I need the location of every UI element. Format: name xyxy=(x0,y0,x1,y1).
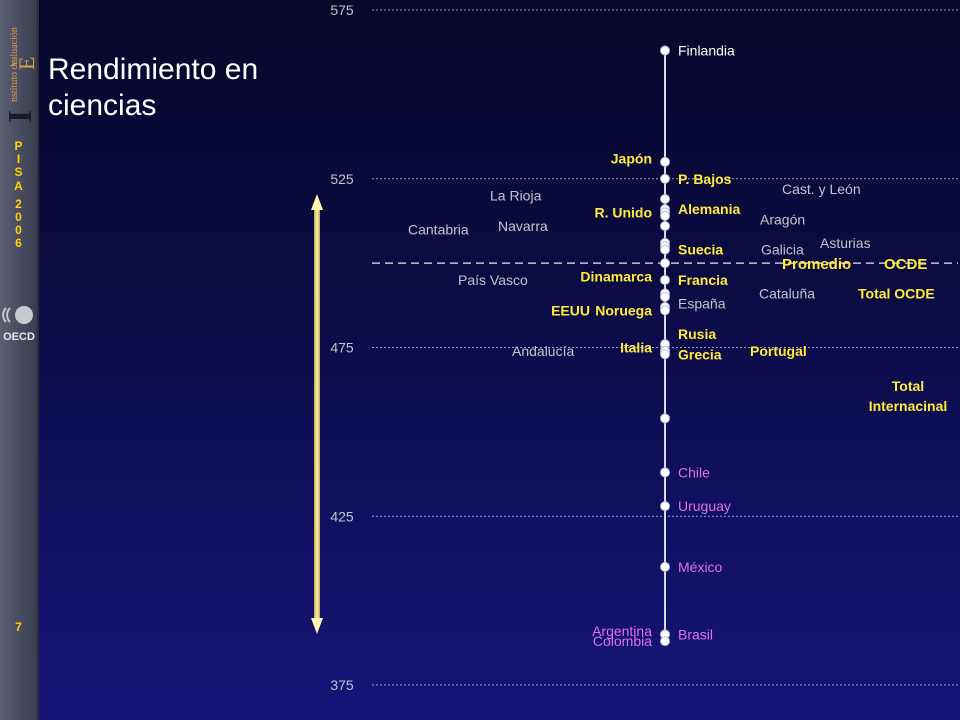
region-label: Asturias xyxy=(820,235,871,251)
y-tick-label: 375 xyxy=(330,677,354,693)
y-tick-label: 425 xyxy=(330,508,354,524)
range-arrow-head-bottom xyxy=(311,618,323,634)
country-label: Finlandia xyxy=(678,43,735,59)
country-point xyxy=(660,636,670,647)
country-point xyxy=(660,244,670,255)
country-point xyxy=(660,156,670,167)
range-arrow-head-top xyxy=(311,194,323,210)
oecd-average-label: Promedio xyxy=(782,256,851,273)
range-arrow-shaft xyxy=(314,208,320,620)
oecd-average-label: OCDE xyxy=(884,256,927,273)
region-label: Total OCDE xyxy=(858,286,935,302)
region-label: Aragón xyxy=(760,211,805,227)
sidebar: I E nstituto de valuación P I S A 2 0 0 … xyxy=(0,0,39,720)
country-label: Alemania xyxy=(678,201,740,217)
slide-number: 7 xyxy=(15,620,22,634)
region-label: La Rioja xyxy=(490,188,542,204)
country-label: Chile xyxy=(678,464,710,480)
country-label: Uruguay xyxy=(678,498,731,514)
pisa-2006-label: P I S A 2 0 0 6 xyxy=(0,139,37,251)
country-label: Dinamarca xyxy=(580,269,652,285)
country-point xyxy=(660,45,670,56)
country-label: R. Unido xyxy=(594,205,652,221)
pisa-letter: 0 xyxy=(15,210,22,225)
country-point xyxy=(660,305,670,316)
country-point xyxy=(660,258,670,269)
pisa-letter: A xyxy=(14,178,23,193)
country-point xyxy=(660,194,670,204)
country-label: Italia xyxy=(620,340,652,356)
oecd-logo-circle xyxy=(15,306,33,324)
logo-small-letter: E xyxy=(14,57,37,70)
region-label: País Vasco xyxy=(458,272,528,288)
range-double-arrow xyxy=(311,194,323,634)
logo-line1: nstituto de xyxy=(9,59,20,102)
region-label: Cast. y León xyxy=(782,181,861,197)
institute-logo: I E nstituto de valuación xyxy=(3,27,37,123)
region-label: Navarra xyxy=(498,218,548,234)
y-tick-label: 525 xyxy=(330,171,354,187)
pisa-letter: 0 xyxy=(15,223,22,238)
oecd-logo: OECD xyxy=(2,306,35,343)
country-label: Noruega xyxy=(595,302,652,318)
country-label: Suecia xyxy=(678,242,723,258)
pisa-letter: S xyxy=(14,165,23,180)
logo-big-letter: I xyxy=(3,110,37,123)
country-point xyxy=(660,210,670,221)
pisa-letter: I xyxy=(16,152,21,167)
country-point xyxy=(660,173,670,184)
region-label: Andalucía xyxy=(512,343,574,359)
country-point xyxy=(660,561,670,572)
country-point xyxy=(660,221,670,231)
country-label: Japón xyxy=(611,151,652,167)
oecd-logo-text: OECD xyxy=(3,331,35,343)
country-label: P. Bajos xyxy=(678,171,732,187)
country-point xyxy=(660,467,670,478)
logo-line2: valuación xyxy=(9,27,20,66)
total-internacional-label: Internacinal xyxy=(869,398,948,414)
total-internacional-label: Total xyxy=(892,378,924,394)
pisa-letter: 6 xyxy=(15,236,22,251)
region-label: Galicia xyxy=(761,242,804,258)
y-tick-label: 575 xyxy=(330,2,354,18)
country-label: Colombia xyxy=(593,633,652,649)
page-title: Rendimiento en ciencias xyxy=(48,53,259,122)
country-label: Brasil xyxy=(678,626,713,642)
country-label: Grecia xyxy=(678,346,722,362)
pisa-letter: P xyxy=(14,139,23,153)
region-label: Cataluña xyxy=(759,286,815,302)
region-label: Cantabria xyxy=(408,221,469,237)
country-point xyxy=(660,349,670,360)
country-point xyxy=(660,275,670,285)
region-label: Portugal xyxy=(750,343,807,359)
country-label: Argentina xyxy=(592,623,652,639)
oecd-logo-arcs xyxy=(2,307,11,323)
y-tick-label: 475 xyxy=(330,340,354,356)
pisa-letter: 2 xyxy=(15,196,22,211)
country-point xyxy=(660,291,670,302)
country-point xyxy=(660,413,670,424)
country-label: EEUU xyxy=(551,302,590,318)
country-label: España xyxy=(678,296,726,312)
country-label: México xyxy=(678,559,723,575)
country-label: Rusia xyxy=(678,326,716,342)
country-point xyxy=(660,501,670,512)
country-label: Francia xyxy=(678,272,728,288)
